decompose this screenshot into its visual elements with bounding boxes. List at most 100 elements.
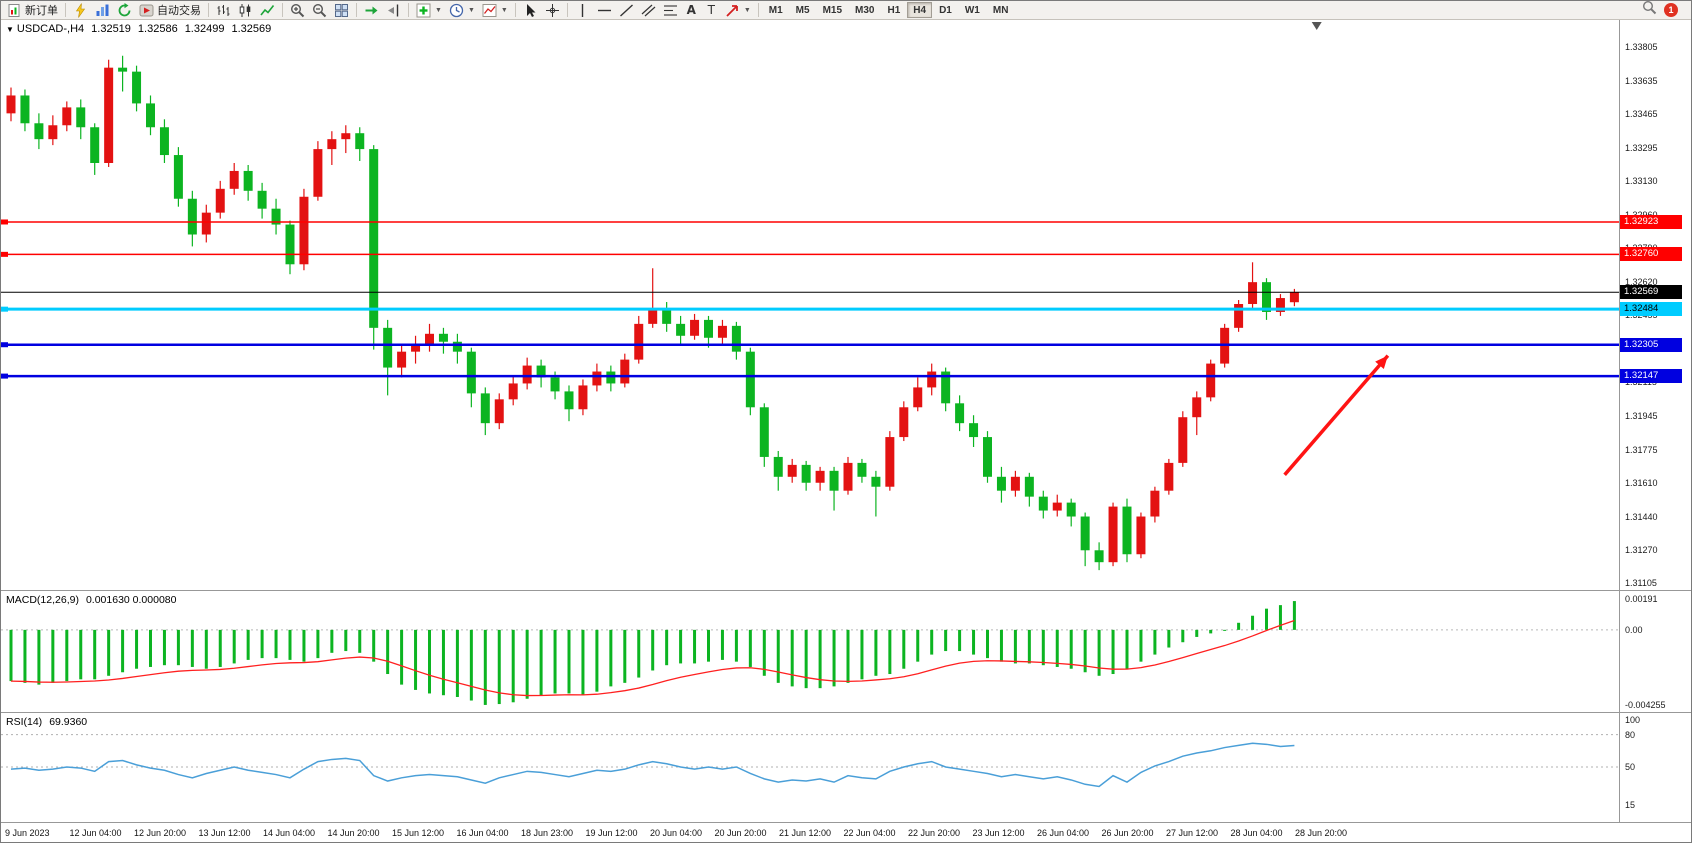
separator <box>757 3 759 17</box>
text-tool-button[interactable]: A <box>682 2 701 19</box>
price-tick: 1.33635 <box>1625 75 1658 86</box>
price-tick: 1.31440 <box>1625 511 1658 522</box>
auto-scroll-button[interactable] <box>361 2 382 19</box>
timeframe-m15[interactable]: M15 <box>817 2 848 18</box>
timeframe-d1[interactable]: D1 <box>933 2 958 18</box>
rsi-label: RSI(14) 69.9360 <box>6 716 88 728</box>
fibonacci-tool-button[interactable] <box>660 2 681 19</box>
hline-left-marker <box>1 342 8 348</box>
timeframe-w1[interactable]: W1 <box>959 2 986 18</box>
time-label: 22 Jun 04:00 <box>843 828 896 838</box>
time-label: 13 Jun 12:00 <box>198 828 251 838</box>
trendline-tool-button[interactable] <box>616 2 637 19</box>
time-label: 26 Jun 20:00 <box>1101 828 1154 838</box>
timeframe-h1[interactable]: H1 <box>881 2 906 18</box>
time-label: 12 Jun 20:00 <box>134 828 187 838</box>
price-tick: 1.31945 <box>1625 411 1658 422</box>
price-tick: 1.31775 <box>1625 444 1658 455</box>
main-chart-panel: ▼ USDCAD-,H4 1.32519 1.32586 1.32499 1.32569 … <box>1 20 1691 591</box>
crosshair-button[interactable] <box>542 2 563 19</box>
chevron-down-icon: ▼ <box>467 6 475 14</box>
channel-tool-button[interactable] <box>638 2 659 19</box>
clock-icon <box>449 3 464 18</box>
price-label-box: 1.32760 <box>1620 247 1682 262</box>
time-label: 14 Jun 04:00 <box>263 828 316 838</box>
auto-trading-button[interactable]: 自动交易 <box>136 2 204 19</box>
rsi-plot[interactable] <box>1 713 1621 822</box>
refresh-button[interactable] <box>114 2 135 19</box>
fibonacci-icon <box>663 3 678 18</box>
timeframe-m30[interactable]: M30 <box>849 2 880 18</box>
zoom-in-button[interactable] <box>287 2 308 19</box>
label-tool-button[interactable]: T <box>702 2 721 19</box>
main-chart-plot[interactable] <box>1 20 1621 590</box>
macd-axis: 0.00191 0.00 -0.004255 <box>1619 591 1691 712</box>
zoom-in-icon <box>290 3 305 18</box>
time-label: 20 Jun 20:00 <box>714 828 767 838</box>
trend-arrow[interactable] <box>1283 354 1390 476</box>
time-label: 9 Jun 2023 <box>5 828 50 838</box>
separator <box>65 3 66 17</box>
macd-panel: MACD(12,26,9) 0.001630 0.000080 0.00191 0.… <box>1 591 1691 713</box>
price-tick: 1.31105 <box>1625 578 1657 589</box>
new-order-button[interactable]: 新订单 <box>4 2 61 19</box>
timeframe-h4[interactable]: H4 <box>907 2 933 18</box>
search-icon[interactable] <box>1642 1 1657 20</box>
label-tool-icon: T <box>707 3 715 17</box>
price-tick: 1.33805 <box>1625 41 1658 52</box>
horizontal-line-icon <box>597 3 612 18</box>
hline-left-marker <box>1 373 8 379</box>
zoom-out-button[interactable] <box>309 2 330 19</box>
horizontal-line-tool-button[interactable] <box>594 2 615 19</box>
tile-windows-button[interactable] <box>331 2 352 19</box>
bar-chart-button[interactable] <box>213 2 234 19</box>
vertical-line-icon <box>575 3 590 18</box>
ohlc-low: 1.32499 <box>184 23 225 35</box>
arrows-tool-button[interactable]: ▼ <box>722 2 754 19</box>
rsi-tick: 50 <box>1625 762 1636 772</box>
arrows-tool-icon <box>725 3 740 18</box>
separator <box>408 3 409 17</box>
rsi-panel: RSI(14) 69.9360 100 80 50 15 <box>1 713 1691 823</box>
time-label: 23 Jun 12:00 <box>972 828 1025 838</box>
time-label: 16 Jun 04:00 <box>456 828 509 838</box>
vertical-line-tool-button[interactable] <box>572 2 593 19</box>
timeframe-m5[interactable]: M5 <box>790 2 816 18</box>
time-label: 19 Jun 12:00 <box>585 828 638 838</box>
timeframe-group: M1 M5 M15 M30 H1 H4 D1 W1 MN <box>763 2 1015 18</box>
periods-button[interactable]: ▼ <box>446 2 478 19</box>
hline-left-marker <box>1 306 8 312</box>
shift-marker[interactable] <box>1311 22 1322 30</box>
cursor-button[interactable] <box>520 2 541 19</box>
new-order-icon <box>7 3 22 18</box>
candlestick-chart-icon <box>238 3 253 18</box>
rsi-tick: 80 <box>1625 729 1636 740</box>
rsi-line <box>10 742 1295 788</box>
rsi-tick: 100 <box>1625 715 1641 725</box>
macd-plot[interactable] <box>1 591 1621 712</box>
market-watch-button[interactable] <box>92 2 113 19</box>
notification-badge[interactable]: 1 <box>1664 3 1678 17</box>
time-axis[interactable]: 9 Jun 2023 12 Jun 04:00 12 Jun 20:00 13 Jun… <box>1 823 1691 842</box>
line-chart-button[interactable] <box>257 2 278 19</box>
price-axis[interactable]: 1.33805 1.33635 1.33465 1.33295 1.33130 1.329… <box>1619 20 1691 590</box>
quick-trade-button[interactable] <box>70 2 91 19</box>
auto-trading-icon <box>139 3 154 18</box>
separator <box>566 3 568 17</box>
candlestick-chart-button[interactable] <box>235 2 256 19</box>
timeframe-mn[interactable]: MN <box>987 2 1015 18</box>
price-tick: 1.32960 <box>1625 210 1658 220</box>
chart-title: ▼ USDCAD-,H4 1.32519 1.32586 1.32499 1.32569 <box>6 23 278 35</box>
new-order-label: 新订单 <box>25 5 58 17</box>
chevron-down-icon: ▼ <box>435 6 442 14</box>
macd-histogram <box>9 601 1296 705</box>
time-label: 20 Jun 04:00 <box>650 828 703 838</box>
chart-shift-button[interactable] <box>383 2 404 19</box>
rsi-tick: 15 <box>1625 799 1636 810</box>
indicators-button[interactable]: ▼ <box>413 2 445 19</box>
templates-button[interactable]: ▼ <box>479 2 511 19</box>
timeframe-m1[interactable]: M1 <box>763 2 789 18</box>
time-label: 21 Jun 12:00 <box>779 828 832 838</box>
rsi-axis: 100 80 50 15 <box>1619 713 1691 822</box>
symbol-dropdown-icon[interactable]: ▼ <box>6 25 14 34</box>
